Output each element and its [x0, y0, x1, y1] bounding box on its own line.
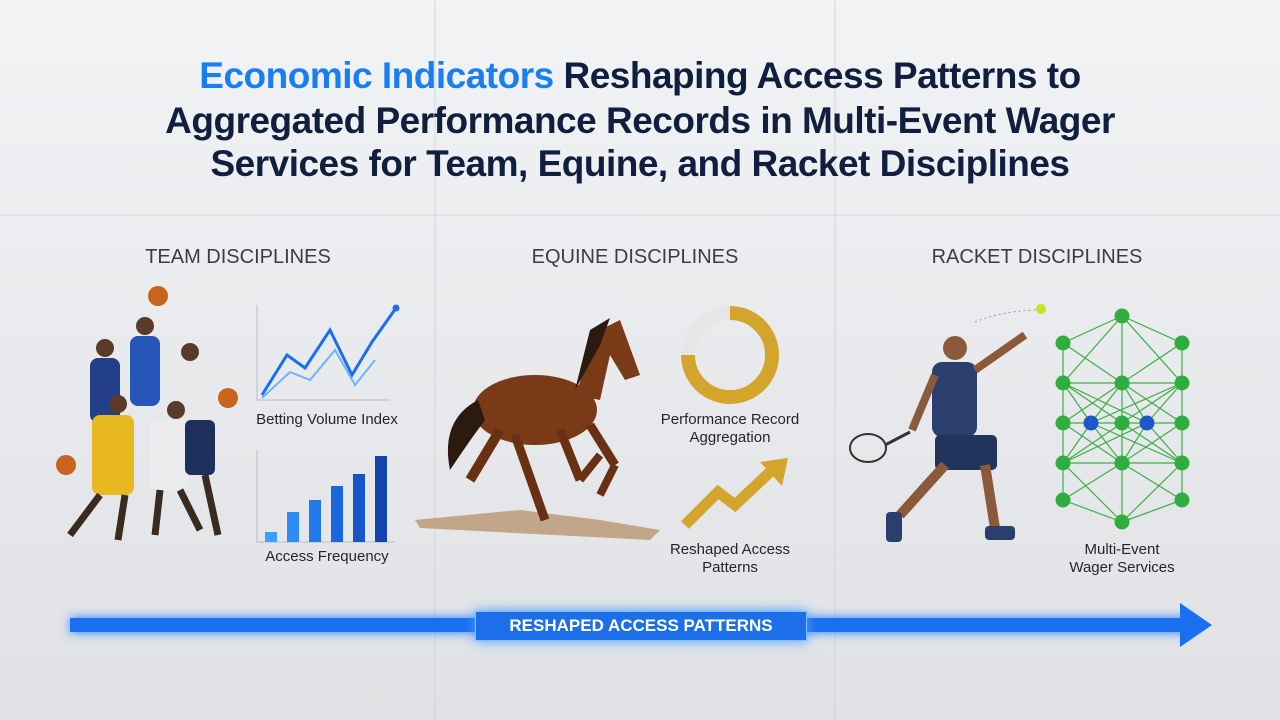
- network-edge: [1090, 382, 1123, 424]
- network-edge: [1062, 422, 1092, 464]
- network-edge: [1146, 382, 1183, 424]
- network-node: [1174, 492, 1190, 508]
- panel-heading: TEAM DISCIPLINES: [145, 246, 331, 268]
- network-icon: [1055, 308, 1190, 530]
- network-edge: [1062, 499, 1123, 523]
- network-edge: [1062, 315, 1123, 384]
- bar-chart-icon: [256, 450, 395, 543]
- title-line: Services for Team, Equine, and Racket Di…: [210, 143, 1070, 184]
- network-node: [1114, 415, 1130, 431]
- network-edge: [1062, 462, 1123, 501]
- network-edge: [1062, 382, 1092, 424]
- network-node: [1083, 415, 1099, 431]
- arrow-label: RESHAPED ACCESS PATTERNS: [475, 611, 807, 641]
- network-edge: [1121, 422, 1148, 464]
- network-edge: [1062, 382, 1123, 424]
- network-edge: [1121, 342, 1183, 384]
- network-node: [1174, 375, 1190, 391]
- network-edge: [1146, 422, 1183, 464]
- network-edge: [1090, 382, 1183, 424]
- basketball-players: [56, 286, 238, 541]
- network-node: [1055, 455, 1071, 471]
- network-node: [1114, 308, 1130, 324]
- horse: [415, 318, 660, 540]
- network-edge: [1062, 422, 1123, 464]
- network-node: [1055, 492, 1071, 508]
- network-node: [1055, 375, 1071, 391]
- title-highlight: Economic Indicators: [199, 55, 554, 96]
- tennis-player: [849, 304, 1046, 542]
- network-edge: [1090, 422, 1183, 464]
- trend-arrow-icon: [681, 458, 788, 529]
- network-node: [1114, 455, 1130, 471]
- icon-label: Reshaped Access Patterns: [669, 541, 791, 576]
- panel-heading: RACKET DISCIPLINES: [931, 246, 1143, 268]
- network-edge: [1121, 315, 1183, 384]
- network-node: [1114, 375, 1130, 391]
- network-edge: [1062, 382, 1148, 424]
- icon-label: Betting Volume Index: [256, 411, 398, 428]
- network-node: [1174, 335, 1190, 351]
- icon-label: Multi-Event Wager Services: [1069, 541, 1175, 576]
- network-edge: [1062, 342, 1123, 384]
- network-node: [1055, 335, 1071, 351]
- network-edge: [1121, 462, 1183, 501]
- panel-heading: EQUINE DISCIPLINES: [531, 246, 739, 268]
- icon-label: Access Frequency: [265, 548, 389, 565]
- network-node: [1174, 455, 1190, 471]
- network-edge: [1121, 315, 1183, 344]
- network-node: [1114, 514, 1130, 530]
- network-edge: [1090, 422, 1123, 464]
- icon-label: Performance Record Aggregation: [660, 411, 800, 446]
- network-node: [1055, 415, 1071, 431]
- title: Economic Indicators Reshaping Access Pat…: [0, 55, 1280, 97]
- network-edge: [1121, 462, 1183, 523]
- network-node: [1174, 415, 1190, 431]
- network-edge: [1062, 422, 1148, 464]
- network-edge: [1121, 499, 1183, 523]
- network-edge: [1121, 382, 1148, 424]
- line-chart-icon: [256, 304, 400, 401]
- donut-icon: [681, 306, 779, 404]
- network-edge: [1062, 462, 1123, 523]
- network-node: [1139, 415, 1155, 431]
- network-edge: [1121, 382, 1183, 424]
- title-line: Reshaping Access Patterns to: [563, 55, 1082, 96]
- title-line: Aggregated Performance Records in Multi-…: [165, 100, 1115, 141]
- network-edge: [1062, 315, 1123, 344]
